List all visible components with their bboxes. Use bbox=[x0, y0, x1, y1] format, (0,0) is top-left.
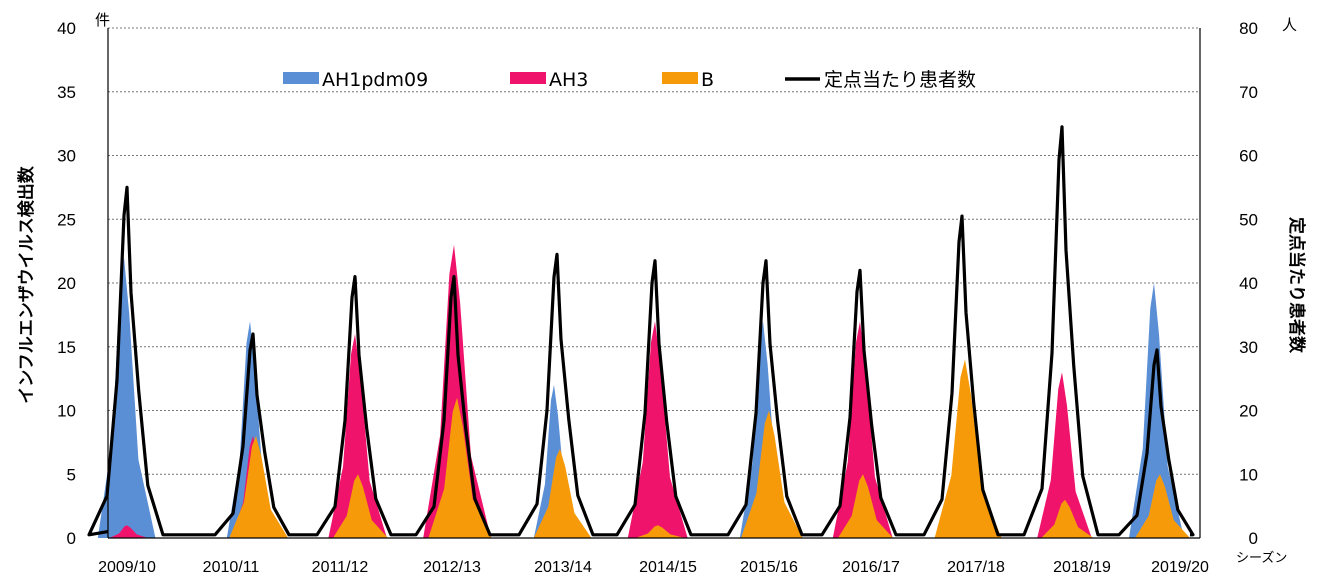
right-tick-label: 80 bbox=[1239, 19, 1258, 38]
legend-label-patients: 定点当たり患者数 bbox=[824, 69, 976, 91]
area-ah1pdm09-season-0 bbox=[97, 257, 156, 538]
right-tick-label: 0 bbox=[1249, 529, 1258, 548]
left-tick-label: 15 bbox=[57, 338, 76, 357]
legend-item-patients: 定点当たり患者数 bbox=[785, 69, 976, 91]
area-b-season-9 bbox=[1041, 499, 1094, 538]
area-b-season-4 bbox=[533, 448, 592, 538]
left-tick-label: 5 bbox=[67, 465, 76, 484]
right-tick-label: 40 bbox=[1239, 274, 1258, 293]
right-tick-label: 50 bbox=[1239, 210, 1258, 229]
left-tick-label: 40 bbox=[57, 19, 76, 38]
left-tick-label: 25 bbox=[57, 210, 76, 229]
area-b-season-3 bbox=[428, 397, 492, 538]
patients-per-sentinel-line bbox=[87, 125, 1195, 537]
season-tick-label: 2014/15 bbox=[639, 559, 697, 576]
area-ah3-season-7 bbox=[832, 321, 893, 538]
right-tick-label: 70 bbox=[1239, 83, 1258, 102]
season-tick-label: 2011/12 bbox=[312, 559, 369, 576]
area-b-season-2 bbox=[333, 474, 388, 538]
right-tick-label: 30 bbox=[1239, 338, 1258, 357]
left-unit-label: 件 bbox=[95, 11, 110, 29]
legend-swatch-ah3 bbox=[510, 72, 546, 84]
legend-item-ah1pdm09: AH1pdm09 bbox=[283, 69, 428, 91]
right-tick-label: 10 bbox=[1239, 465, 1258, 484]
area-b-season-1 bbox=[229, 436, 289, 538]
area-b-season-7 bbox=[838, 474, 893, 538]
left-axis-title: インフルエンザウイルス検出数 bbox=[16, 165, 37, 403]
left-tick-label: 0 bbox=[67, 529, 76, 548]
season-tick-label: 2019/20 bbox=[1151, 559, 1209, 576]
x-axis-title: シーズン bbox=[1236, 550, 1287, 566]
area-ah3-season-9 bbox=[1037, 372, 1092, 538]
season-tick-label: 2016/17 bbox=[842, 559, 900, 576]
legend-swatch-b bbox=[662, 72, 698, 84]
tick-labels: 0 5 10 15 20 25 30 35 40 0 10 20 30 40 50 60 70 80 2009/10… bbox=[57, 19, 1258, 576]
season-tick-label: 2012/13 bbox=[423, 559, 481, 576]
season-tick-label: 2018/19 bbox=[1053, 559, 1111, 576]
legend: AH1pdm09 AH3 B 定点当たり患者数 bbox=[283, 69, 976, 91]
area-b-season-6 bbox=[741, 410, 803, 538]
axes bbox=[107, 28, 1201, 539]
left-tick-label: 10 bbox=[57, 402, 76, 421]
right-axis-title: 定点当たり患者数 bbox=[1286, 217, 1307, 354]
legend-label-b: B bbox=[701, 69, 714, 91]
patients-line-layer bbox=[87, 125, 1195, 537]
season-tick-label: 2015/16 bbox=[740, 559, 798, 576]
virus-detection-areas bbox=[97, 244, 1190, 538]
right-unit-label: 人 bbox=[1282, 16, 1297, 34]
legend-item-b: B bbox=[662, 69, 714, 91]
area-ah3-season-0 bbox=[109, 525, 149, 538]
area-ah3-season-5 bbox=[627, 321, 688, 538]
season-tick-label: 2010/11 bbox=[203, 559, 260, 576]
season-tick-label: 2013/14 bbox=[534, 559, 592, 576]
area-ah3-season-2 bbox=[328, 334, 387, 538]
right-tick-label: 20 bbox=[1239, 402, 1258, 421]
area-b-season-8 bbox=[934, 359, 1002, 538]
area-b-season-10 bbox=[1135, 474, 1190, 538]
season-tick-label: 2009/10 bbox=[98, 559, 156, 576]
legend-swatch-ah1pdm09 bbox=[283, 72, 319, 84]
season-tick-label: 2017/18 bbox=[947, 559, 1005, 576]
left-tick-label: 20 bbox=[57, 274, 76, 293]
area-b-season-5 bbox=[635, 525, 686, 538]
left-tick-label: 35 bbox=[57, 83, 76, 102]
legend-label-ah3: AH3 bbox=[549, 69, 588, 91]
left-tick-label: 30 bbox=[57, 147, 76, 166]
legend-item-ah3: AH3 bbox=[510, 69, 588, 91]
right-tick-label: 60 bbox=[1239, 147, 1258, 166]
legend-label-ah1pdm09: AH1pdm09 bbox=[322, 69, 428, 91]
area-ah1pdm09-season-1 bbox=[226, 321, 278, 538]
